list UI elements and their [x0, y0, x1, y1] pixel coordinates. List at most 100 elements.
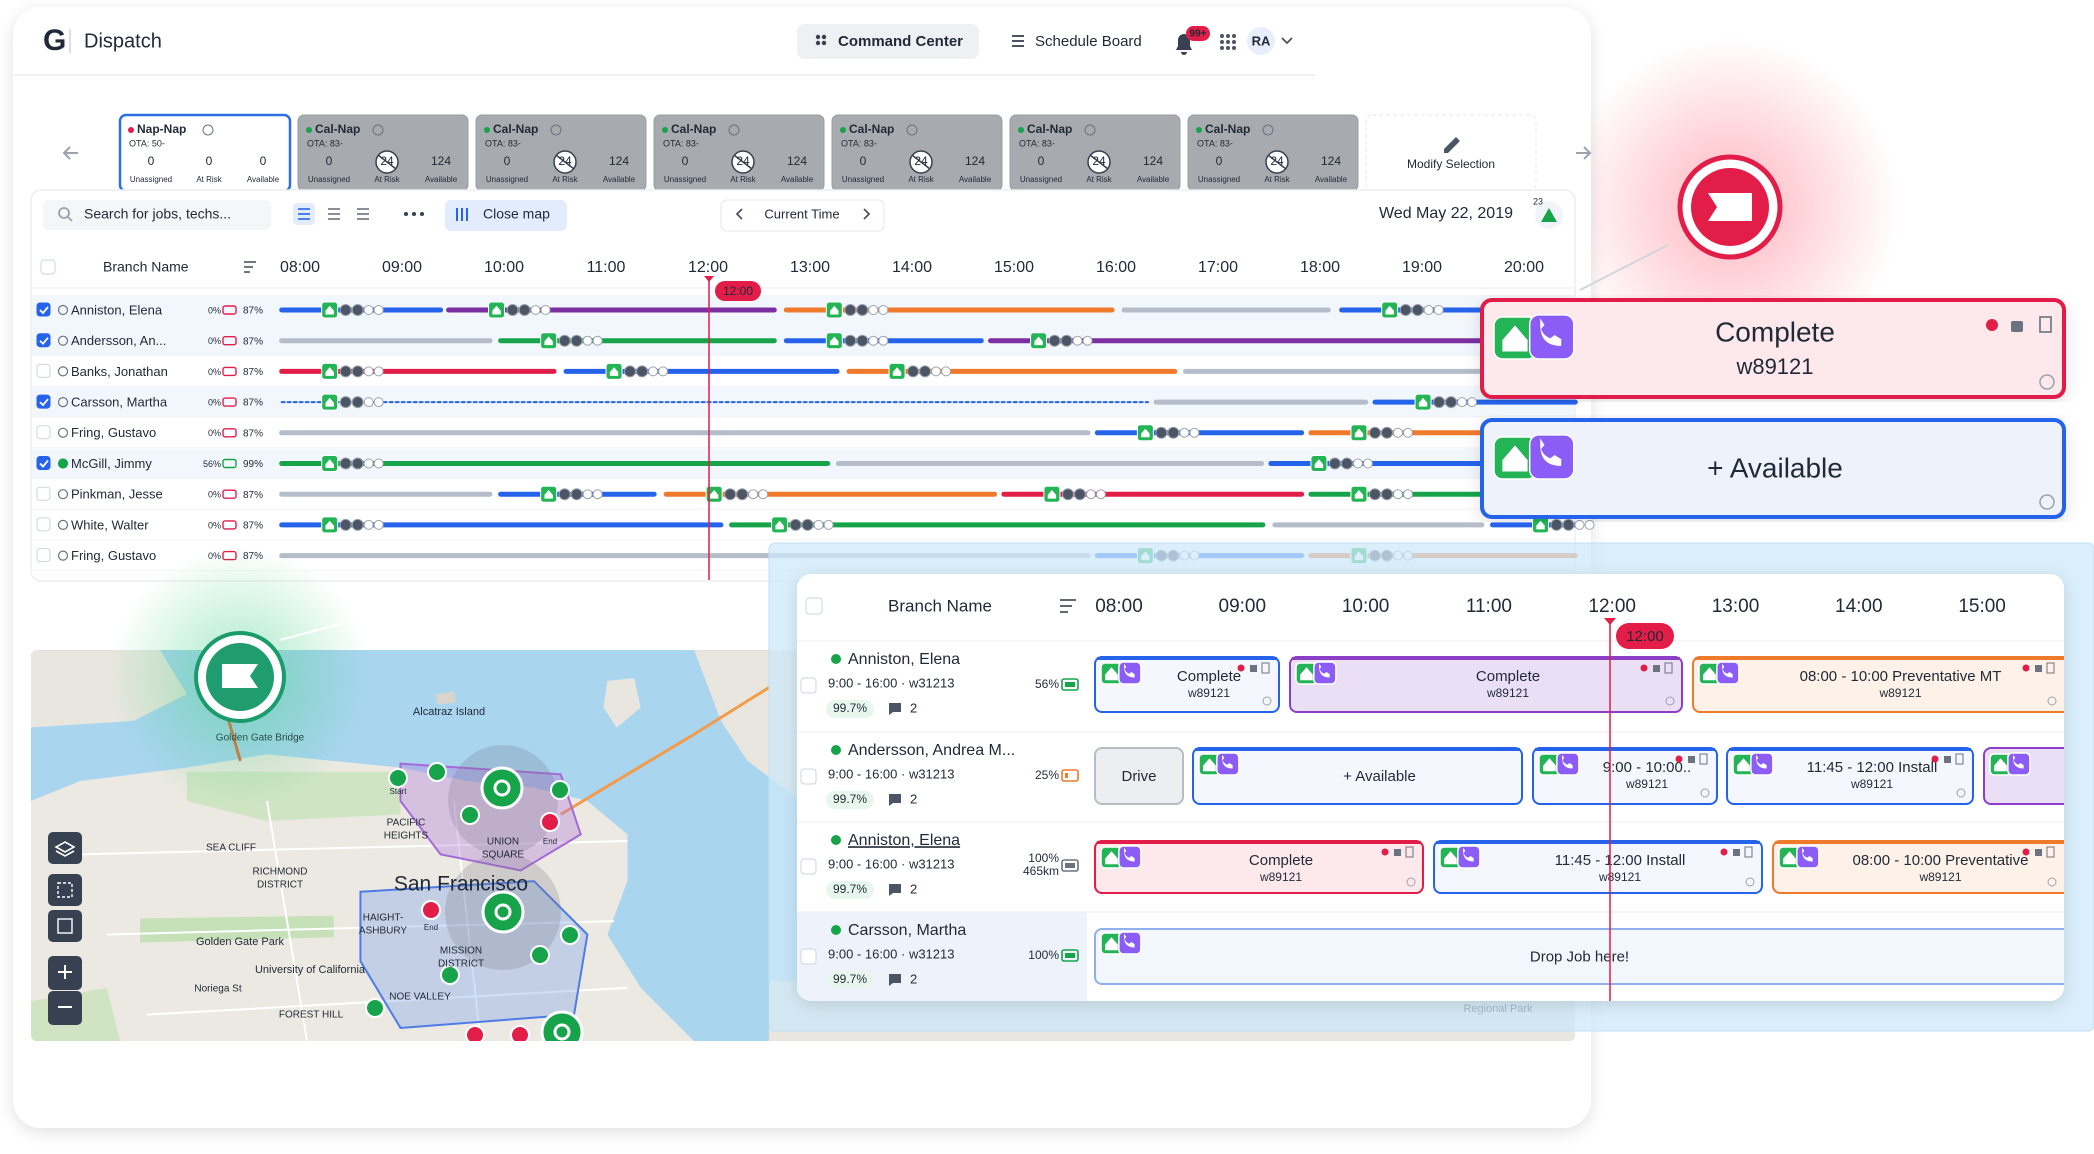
arrow-left[interactable] [62, 146, 78, 160]
job-pin[interactable] [560, 925, 580, 945]
prev-arrow[interactable] [735, 208, 743, 220]
stat-label: Available [959, 175, 992, 184]
job-pin[interactable] [440, 965, 460, 985]
status-card[interactable] [1480, 298, 2066, 399]
call-icon[interactable] [1118, 931, 1142, 955]
call-icon[interactable] [1457, 845, 1481, 869]
job-pin[interactable] [365, 998, 385, 1018]
call-icon[interactable] [1750, 752, 1774, 776]
job-pin[interactable] [510, 1025, 530, 1044]
job-pin[interactable] [530, 945, 550, 965]
tech-marker[interactable] [481, 890, 525, 934]
apps-icon [1232, 40, 1236, 44]
avatar[interactable] [1247, 27, 1275, 55]
job-icon [789, 518, 802, 531]
job-number: w89121 [1878, 686, 1921, 700]
call-icon[interactable] [1528, 434, 1575, 480]
job-card-top [1195, 748, 1520, 751]
stat-label: Available [781, 175, 814, 184]
job-icon [339, 518, 352, 531]
checkbox[interactable] [800, 948, 817, 965]
pencil-icon [1444, 137, 1460, 153]
checkbox[interactable] [36, 517, 51, 532]
current-time-label[interactable]: Current Time [764, 206, 839, 221]
checkbox[interactable] [36, 486, 51, 501]
battery: 100% [1028, 948, 1059, 962]
call-icon[interactable] [1556, 752, 1580, 776]
bell-icon[interactable] [1176, 34, 1192, 55]
tab-label[interactable]: Schedule Board [1035, 33, 1142, 50]
checkbox[interactable] [36, 548, 51, 563]
phone-icon [1562, 754, 1573, 769]
job-pin[interactable] [421, 900, 441, 920]
next-arrow[interactable] [863, 208, 871, 220]
house-icon [1536, 520, 1545, 530]
call-icon[interactable] [1118, 661, 1142, 685]
call-icon[interactable] [1528, 314, 1575, 360]
call-icon[interactable] [1796, 845, 1820, 869]
tab-label[interactable]: Command Center [838, 33, 963, 50]
job-card[interactable] [1094, 928, 2080, 985]
close-map-button[interactable] [445, 200, 567, 231]
job-pin[interactable] [427, 762, 447, 782]
job-pin[interactable] [540, 812, 560, 832]
modify-card[interactable] [1365, 114, 1537, 192]
job-pin[interactable] [388, 768, 408, 788]
job-icon [1179, 427, 1190, 438]
job-pin[interactable] [550, 780, 570, 800]
doc-icon [1664, 662, 1673, 674]
status-card[interactable] [1480, 418, 2066, 519]
map-control[interactable] [48, 832, 82, 864]
more-icon [404, 212, 408, 216]
tech-marker[interactable] [540, 1010, 584, 1052]
checkbox[interactable] [36, 363, 51, 378]
job-icon [339, 396, 352, 409]
arrow-right[interactable] [1576, 146, 1592, 160]
map-label: UNION [487, 837, 519, 848]
time-label: 10:00 [484, 259, 524, 276]
call-icon[interactable] [1118, 845, 1142, 869]
call-icon[interactable] [1313, 661, 1337, 685]
search-box[interactable] [43, 200, 271, 230]
job-title: + Available [1343, 768, 1416, 785]
job-pin[interactable] [465, 1025, 485, 1044]
checkbox[interactable] [800, 677, 817, 694]
stat-value: 0 [860, 154, 867, 168]
tech-marker[interactable] [480, 766, 524, 810]
checkbox[interactable] [36, 302, 51, 317]
alert-count: 23 [1533, 196, 1543, 206]
checkbox[interactable] [800, 858, 817, 875]
house-icon [1994, 758, 2007, 772]
job-card[interactable] [1094, 747, 1184, 805]
stat-label: Unassigned [664, 175, 706, 184]
tab-active[interactable] [797, 24, 979, 59]
time-label: 12:00 [1588, 596, 1636, 617]
job-icon [1085, 489, 1096, 500]
rate-pill [826, 700, 874, 718]
map-control[interactable] [48, 874, 82, 906]
tech-name: Anniston, Elena [848, 832, 960, 849]
job-pin[interactable] [460, 805, 480, 825]
call-icon[interactable] [2007, 752, 2031, 776]
checkbox[interactable] [36, 456, 51, 470]
checkbox[interactable] [800, 768, 817, 785]
house-icon [325, 305, 334, 315]
house-icon [1047, 490, 1057, 499]
time-label: 08:00 [1095, 596, 1143, 617]
priority-icon [1720, 848, 1728, 856]
park [140, 915, 334, 943]
info-icon [728, 124, 740, 136]
call-icon[interactable] [1216, 752, 1240, 776]
status-icon [57, 489, 69, 500]
time-label: 13:00 [1712, 596, 1760, 617]
checkbox[interactable] [36, 333, 51, 348]
lasso-icon [57, 918, 73, 934]
map-control[interactable] [48, 910, 82, 942]
battery-level: 56% [203, 459, 221, 469]
rate-pill [826, 971, 874, 989]
score: 87% [243, 398, 263, 409]
call-icon[interactable] [1716, 661, 1740, 685]
road [80, 840, 628, 856]
checkbox[interactable] [36, 425, 51, 440]
checkbox[interactable] [36, 394, 51, 409]
